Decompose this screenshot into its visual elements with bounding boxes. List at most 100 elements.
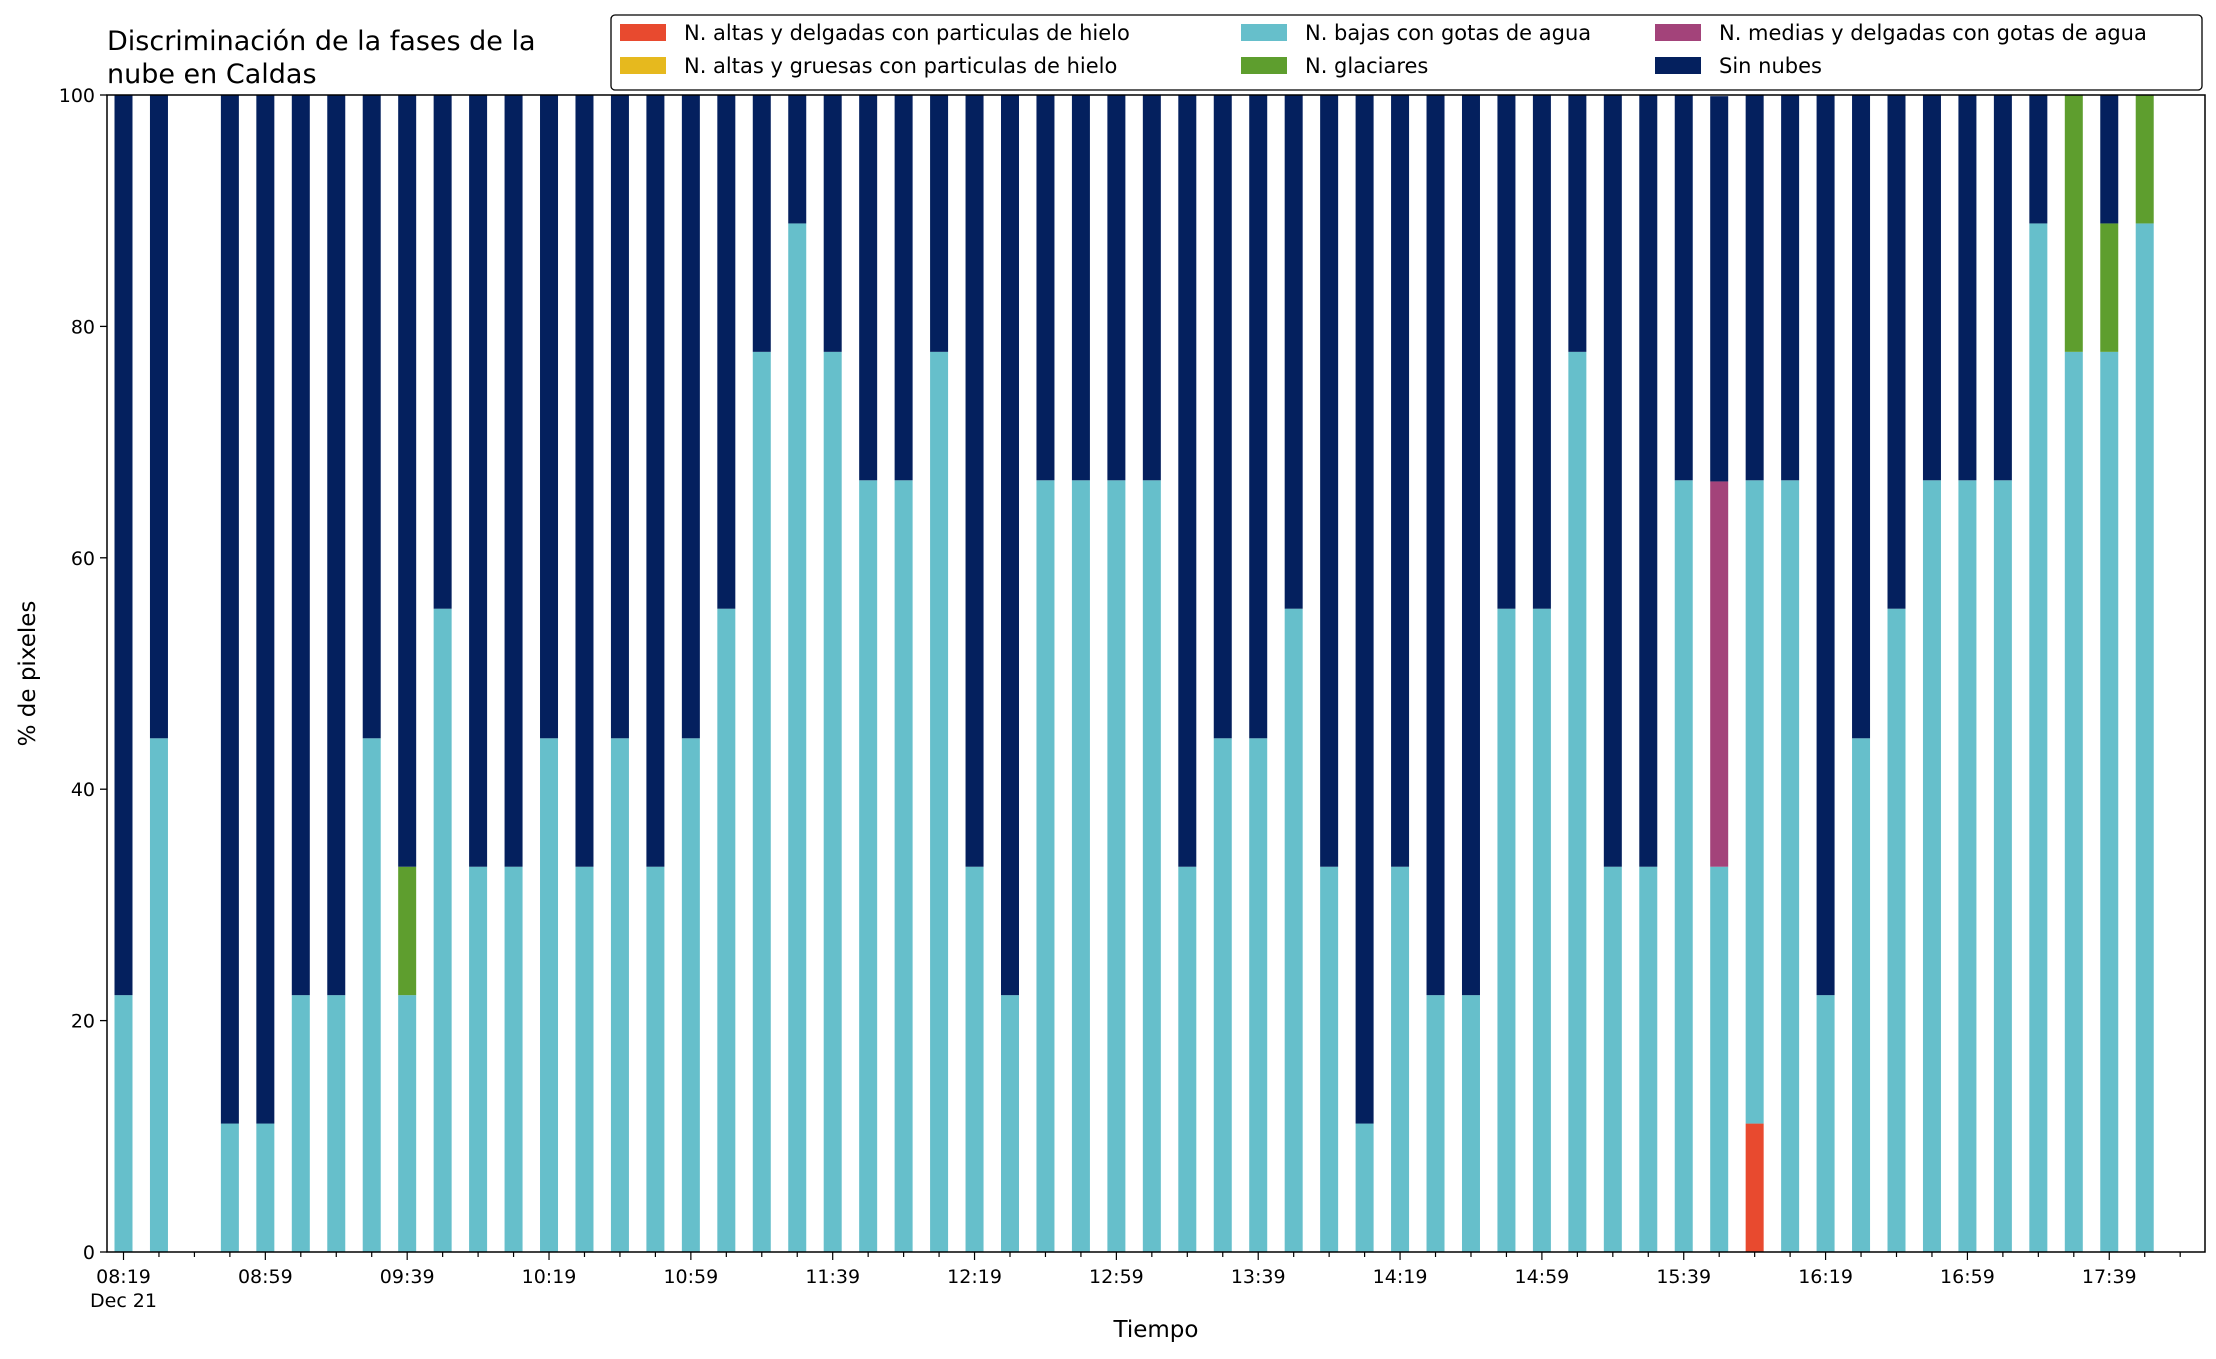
- bar-segment-s2-41: [1568, 351, 1587, 1253]
- bar-segment-s0-46: [1745, 1123, 1764, 1252]
- bar-segment-s2-25: [1001, 995, 1019, 1252]
- bar-segment-s2-19: [788, 223, 807, 1253]
- legend-swatch: [1241, 24, 1287, 41]
- bar-segment-s2-22: [894, 480, 913, 1252]
- bar-segment-s2-5: [291, 995, 310, 1252]
- bar-segment-s2-40: [1532, 608, 1551, 1252]
- bar-segment-s5-50: [1887, 95, 1906, 609]
- bar-segment-s2-55: [2064, 351, 2083, 1253]
- bar-segment-s2-49: [1852, 738, 1871, 1252]
- legend-swatch: [1655, 24, 1701, 41]
- bar-segment-s2-12: [540, 738, 559, 1252]
- bar-segment-s2-37: [1426, 995, 1445, 1252]
- legend-swatch: [1655, 57, 1701, 74]
- bar-segment-s2-48: [1816, 995, 1835, 1252]
- chart-title: Discriminación de la fases de la nube en …: [107, 26, 536, 90]
- bar-segment-s2-38: [1461, 995, 1480, 1252]
- legend-box: [610, 14, 2203, 91]
- bar-segment-s5-33: [1284, 95, 1303, 609]
- bar-segment-s2-44: [1674, 480, 1693, 1252]
- bar-segment-s2-9: [433, 608, 452, 1252]
- bar-segment-s3-56: [2100, 223, 2119, 352]
- chart-title-line: Discriminación de la fases de la: [107, 26, 536, 57]
- legend-label: N. altas y delgadas con particulas de hi…: [684, 21, 1130, 45]
- bar-segment-s2-24: [965, 866, 984, 1252]
- bar-segment-s2-29: [1142, 480, 1161, 1252]
- bar-segment-s3-57: [2135, 95, 2154, 224]
- bar-segment-s5-41: [1568, 95, 1587, 352]
- bar-segment-s5-20: [823, 95, 842, 352]
- bar-segment-s4-45: [1710, 481, 1729, 867]
- bar-segment-s5-44: [1674, 95, 1693, 481]
- bar-segment-s2-0: [114, 995, 133, 1252]
- legend: N. altas y delgadas con particulas de hi…: [610, 14, 2203, 91]
- bar-segment-s5-6: [327, 95, 346, 996]
- bar-segment-s2-43: [1639, 866, 1658, 1252]
- x-tick-label: 14:19: [1373, 1266, 1428, 1288]
- x-tick-label: 10:19: [522, 1266, 577, 1288]
- bar-segment-s2-52: [1958, 480, 1977, 1252]
- bar-segment-s2-8: [398, 995, 417, 1252]
- bar-segment-s2-18: [752, 351, 771, 1253]
- bar-segment-s5-46: [1745, 95, 1764, 481]
- bar-segment-s5-10: [469, 95, 488, 867]
- bar-segment-s2-45: [1710, 866, 1729, 1252]
- y-axis-label: % de pixeles: [15, 601, 41, 747]
- bar-segment-s5-14: [610, 95, 629, 739]
- x-tick-label: 08:19: [96, 1266, 151, 1288]
- bar-segment-s2-13: [575, 866, 594, 1252]
- y-tick-label: 60: [71, 548, 95, 570]
- bar-segment-s2-27: [1071, 480, 1090, 1252]
- bar-segment-s5-49: [1852, 95, 1871, 739]
- bar-segment-s2-20: [823, 351, 842, 1253]
- bar-segment-s2-33: [1284, 608, 1303, 1252]
- bar-segment-s5-36: [1391, 95, 1410, 867]
- bar-segment-s2-23: [930, 351, 949, 1253]
- bar-segment-s2-30: [1178, 866, 1197, 1252]
- legend-label: N. altas y gruesas con particulas de hie…: [684, 54, 1117, 78]
- y-tick-label: 100: [59, 85, 95, 107]
- bar-segment-s5-17: [717, 95, 736, 609]
- bar-segment-s2-54: [2029, 223, 2048, 1253]
- bar-segment-s2-46: [1745, 480, 1764, 1124]
- bar-segment-s2-4: [256, 1123, 275, 1252]
- bar-segment-s5-31: [1213, 95, 1232, 739]
- bar-segment-s5-54: [2029, 95, 2048, 224]
- bar-segment-s5-4: [256, 95, 275, 1124]
- bar-segment-s5-51: [1922, 95, 1941, 481]
- x-tick-label: 09:39: [380, 1266, 435, 1288]
- bar-segment-s2-15: [646, 866, 665, 1252]
- bar-segment-s5-16: [681, 95, 700, 739]
- y-axis: 0 20 40 60 80 100: [59, 85, 107, 1264]
- x-tick-label: 11:39: [805, 1266, 860, 1288]
- x-tick-label: 12:19: [947, 1266, 1002, 1288]
- bar-segment-s3-55: [2064, 95, 2083, 352]
- bar-segment-s5-40: [1532, 95, 1551, 609]
- bar-segment-s5-21: [859, 95, 878, 481]
- bar-segment-s5-37: [1426, 95, 1445, 996]
- x-tick-label: 14:59: [1515, 1266, 1570, 1288]
- x-tick-label: 12:59: [1089, 1266, 1144, 1288]
- x-tick-label: 15:39: [1656, 1266, 1711, 1288]
- bar-segment-s2-6: [327, 995, 346, 1252]
- bar-segment-s3-8: [398, 866, 417, 996]
- bars-layer: [114, 95, 2154, 1253]
- bar-segment-s5-45: [1710, 96, 1729, 482]
- bar-segment-s5-30: [1178, 95, 1197, 867]
- bar-segment-s5-48: [1816, 95, 1835, 996]
- bar-segment-s2-51: [1922, 480, 1941, 1252]
- bar-segment-s5-52: [1958, 95, 1977, 481]
- bar-segment-s5-8: [398, 95, 417, 867]
- bar-segment-s2-47: [1781, 480, 1800, 1252]
- chart-title-line: nube en Caldas: [107, 59, 317, 90]
- bar-segment-s2-50: [1887, 608, 1906, 1252]
- bar-segment-s5-22: [894, 95, 913, 481]
- bar-segment-s2-32: [1249, 738, 1268, 1252]
- x-tick-label: 16:19: [1798, 1266, 1853, 1288]
- bar-segment-s5-39: [1497, 95, 1516, 609]
- bar-segment-s2-53: [1993, 480, 2012, 1252]
- bar-segment-s5-11: [504, 95, 523, 867]
- bar-segment-s2-39: [1497, 608, 1516, 1252]
